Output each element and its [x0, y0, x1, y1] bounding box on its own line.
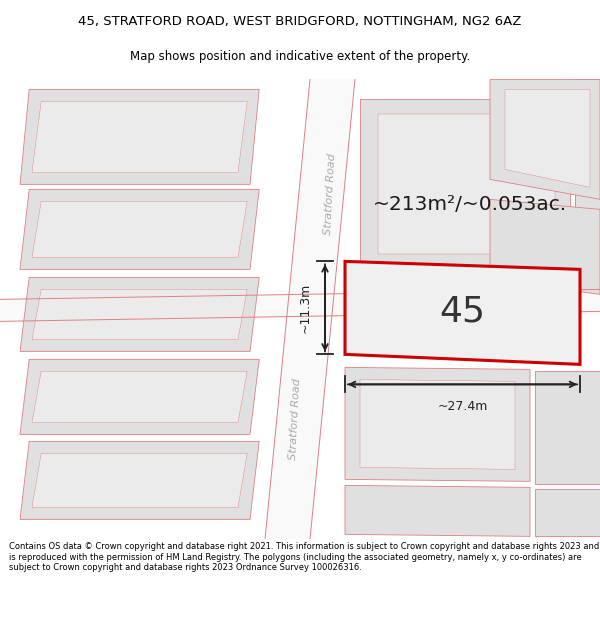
Text: Stratford Road: Stratford Road [323, 153, 337, 236]
Polygon shape [535, 489, 600, 536]
Polygon shape [32, 101, 247, 172]
Text: 45: 45 [439, 294, 485, 328]
Text: Stratford Road: Stratford Road [288, 378, 302, 461]
Polygon shape [20, 441, 259, 519]
Polygon shape [505, 89, 590, 188]
Polygon shape [265, 79, 355, 539]
Text: 45, STRATFORD ROAD, WEST BRIDGFORD, NOTTINGHAM, NG2 6AZ: 45, STRATFORD ROAD, WEST BRIDGFORD, NOTT… [79, 16, 521, 28]
Polygon shape [20, 359, 259, 434]
Polygon shape [360, 379, 515, 469]
Text: Church Drive: Church Drive [421, 274, 499, 289]
Polygon shape [32, 371, 247, 423]
Polygon shape [490, 199, 600, 294]
Polygon shape [575, 79, 600, 244]
Polygon shape [575, 79, 600, 229]
Polygon shape [0, 289, 600, 324]
Text: Contains OS data © Crown copyright and database right 2021. This information is : Contains OS data © Crown copyright and d… [9, 542, 599, 572]
Polygon shape [345, 486, 530, 536]
Text: Map shows position and indicative extent of the property.: Map shows position and indicative extent… [130, 50, 470, 62]
Polygon shape [32, 453, 247, 508]
Polygon shape [32, 289, 247, 339]
Polygon shape [360, 99, 570, 269]
Text: ~11.3m: ~11.3m [299, 282, 311, 333]
Polygon shape [20, 278, 259, 351]
Polygon shape [20, 89, 259, 184]
Polygon shape [32, 201, 247, 258]
Text: ~27.4m: ~27.4m [437, 400, 488, 413]
Polygon shape [20, 189, 259, 269]
Polygon shape [490, 79, 600, 199]
Polygon shape [378, 114, 555, 254]
Text: ~213m²/~0.053ac.: ~213m²/~0.053ac. [373, 195, 567, 214]
Polygon shape [345, 261, 580, 364]
Polygon shape [345, 368, 530, 481]
Polygon shape [535, 371, 600, 484]
